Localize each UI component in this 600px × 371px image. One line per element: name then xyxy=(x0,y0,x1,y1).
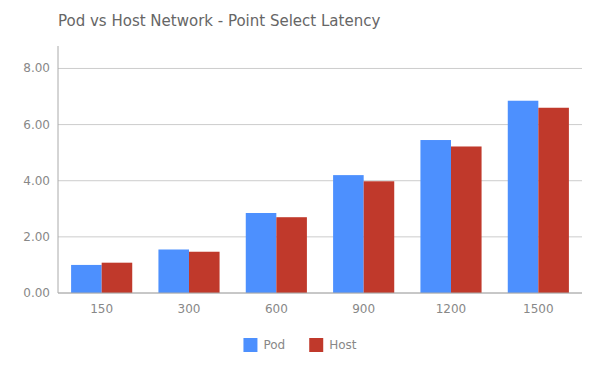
bar xyxy=(333,175,364,293)
bar xyxy=(189,252,220,293)
y-tick-label: 2.00 xyxy=(23,230,50,244)
bar xyxy=(71,265,102,293)
x-tick-label: 1500 xyxy=(523,302,554,316)
bar xyxy=(276,217,307,293)
legend-label: Host xyxy=(329,338,357,352)
title: Pod vs Host Network - Point Select Laten… xyxy=(58,12,380,30)
y-tick-label: 8.00 xyxy=(23,61,50,75)
y-tick-label: 6.00 xyxy=(23,118,50,132)
grid-line xyxy=(58,180,582,181)
bar xyxy=(508,101,539,293)
legend-swatch xyxy=(243,338,257,352)
bar xyxy=(158,249,189,293)
y-tick-label: 0.00 xyxy=(23,286,50,300)
x-tick-label: 1200 xyxy=(436,302,467,316)
y-axis-line xyxy=(58,46,59,293)
x-axis-line xyxy=(58,293,582,294)
grid-line xyxy=(58,68,582,69)
bar xyxy=(246,213,277,293)
legend-swatch xyxy=(309,338,323,352)
bar xyxy=(538,108,569,293)
x-tick-label: 150 xyxy=(90,302,113,316)
bar xyxy=(451,146,482,293)
grid-line xyxy=(58,293,582,294)
x-tick-label: 900 xyxy=(352,302,375,316)
grid-line xyxy=(58,236,582,237)
chart: Pod vs Host Network - Point Select Laten… xyxy=(0,0,600,371)
x-tick-label: 300 xyxy=(178,302,201,316)
bars xyxy=(71,101,569,293)
grid-line xyxy=(58,124,582,125)
bar xyxy=(102,263,133,293)
bar xyxy=(364,181,395,293)
y-tick-label: 4.00 xyxy=(23,174,50,188)
legend-label: Pod xyxy=(263,338,285,352)
legend: Pod Host xyxy=(243,338,356,352)
bar xyxy=(420,140,451,293)
x-tick-label: 600 xyxy=(265,302,288,316)
